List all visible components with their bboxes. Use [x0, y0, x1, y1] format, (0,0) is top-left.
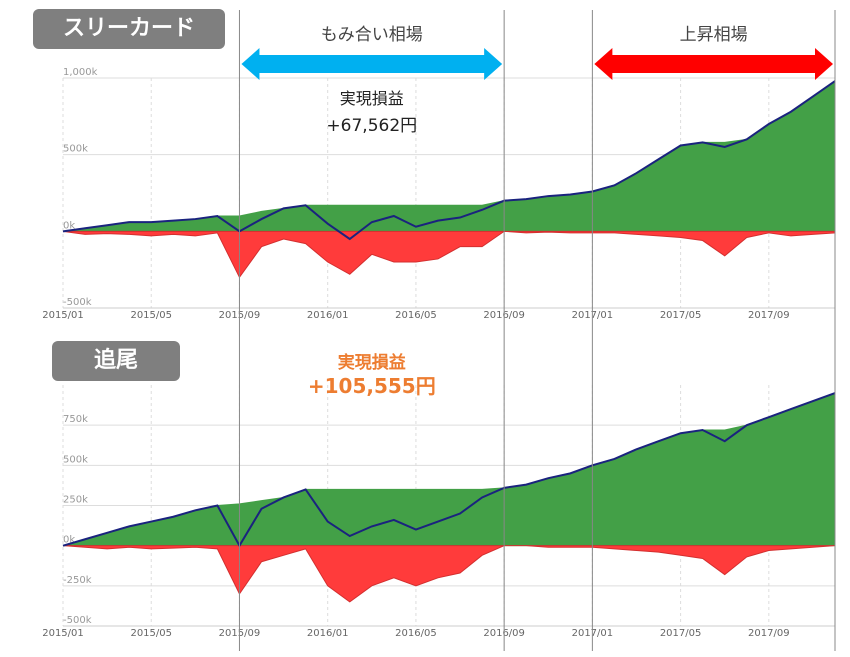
y-tick-label: 1,000k	[63, 67, 98, 78]
x-tick-label: 2016/01	[307, 628, 349, 639]
x-tick-label: 2016/01	[307, 310, 349, 321]
realized-pl-value: +105,555円	[308, 374, 436, 398]
period-label: もみ合い相場	[321, 25, 423, 45]
y-tick-label: -500k	[63, 297, 92, 308]
equity-line	[62, 392, 836, 548]
drawdown-area	[62, 230, 836, 279]
y-tick-label: -500k	[63, 615, 92, 626]
x-tick-label: 2017/09	[748, 310, 790, 321]
drawdown-area	[62, 545, 836, 603]
strategy-badge-three-card: スリーカード	[33, 9, 225, 49]
x-tick-label: 2015/05	[130, 310, 172, 321]
period-arrow	[594, 48, 833, 80]
x-tick-label: 2015/01	[42, 628, 84, 639]
x-tick-label: 2017/05	[660, 310, 702, 321]
y-tick-label: 750k	[63, 414, 88, 425]
profit-area	[62, 80, 836, 232]
realized-pl-value: +67,562円	[326, 116, 417, 136]
strategy-badge-trailing: 追尾	[52, 341, 180, 381]
x-tick-label: 2015/05	[130, 628, 172, 639]
y-tick-label: 0k	[63, 535, 75, 546]
y-tick-label: 500k	[63, 454, 88, 465]
period-label: 上昇相場	[680, 25, 748, 45]
y-tick-label: 250k	[63, 495, 88, 506]
realized-pl-label: 実現損益	[338, 352, 406, 373]
y-tick-label: 0k	[63, 220, 75, 231]
equity-line	[62, 80, 836, 241]
x-tick-label: 2016/05	[395, 310, 437, 321]
x-tick-label: 2017/09	[748, 628, 790, 639]
x-tick-label: 2016/05	[395, 628, 437, 639]
x-tick-label: 2017/05	[660, 628, 702, 639]
period-arrow	[241, 48, 503, 80]
x-tick-label: 2015/01	[42, 310, 84, 321]
y-tick-label: -250k	[63, 575, 92, 586]
realized-pl-label: 実現損益	[340, 89, 404, 108]
y-tick-label: 500k	[63, 144, 88, 155]
profit-area	[62, 392, 836, 547]
